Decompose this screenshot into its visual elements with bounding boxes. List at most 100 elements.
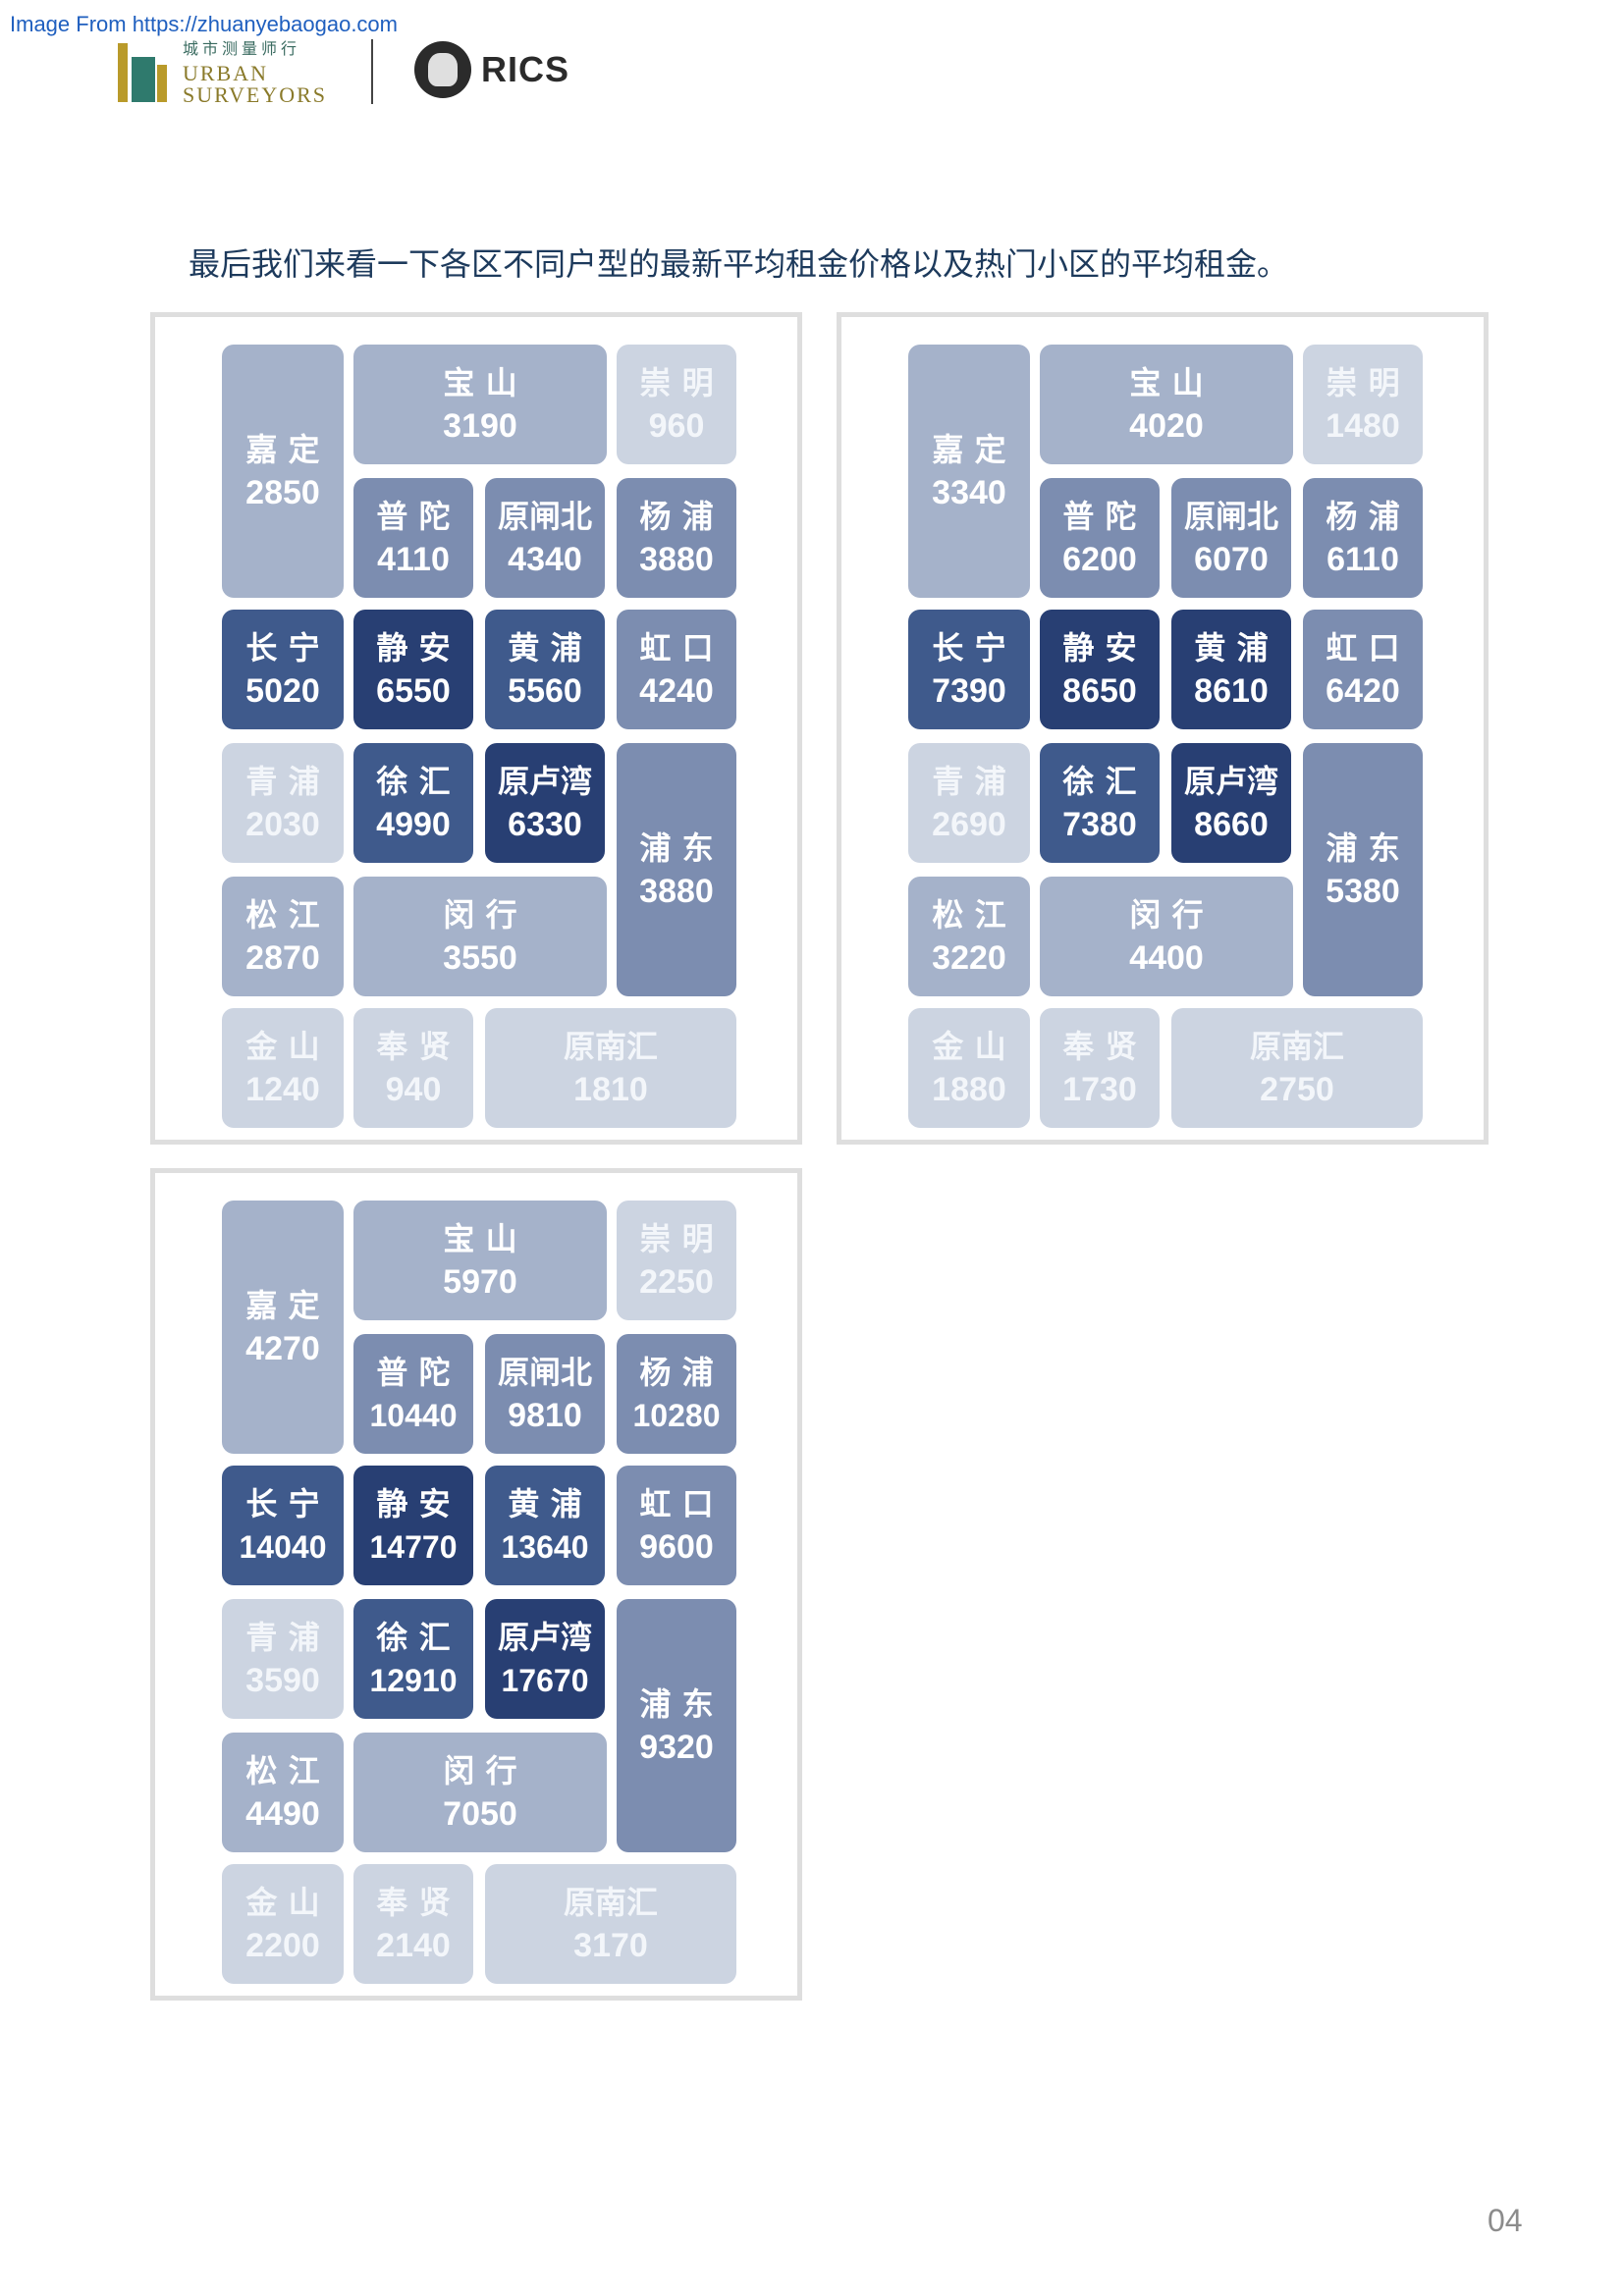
district-rent-value: 8650: [1062, 672, 1137, 710]
district-tile-chongming: 崇 明 2250: [617, 1201, 736, 1320]
district-tile-qingpu: 青 浦 3590: [222, 1599, 344, 1719]
district-name: 黄 浦: [508, 629, 582, 667]
logo-divider: [371, 39, 373, 104]
district-name: 虹 口: [1326, 629, 1400, 667]
district-name: 原闸北: [497, 1354, 592, 1391]
district-rent-value: 4990: [376, 806, 451, 843]
district-tile-xuhui: 徐 汇 4990: [353, 743, 473, 863]
district-tile-huangpu: 黄 浦 8610: [1171, 610, 1291, 729]
district-tile-minhang: 闵 行 4400: [1040, 877, 1293, 996]
district-name: 虹 口: [639, 629, 714, 667]
district-name: 徐 汇: [376, 763, 451, 800]
district-rent-value: 4490: [245, 1795, 320, 1833]
district-tile-chongming: 崇 明 1480: [1303, 345, 1423, 464]
district-tile-xuhui: 徐 汇 7380: [1040, 743, 1160, 863]
district-rent-value: 6070: [1194, 541, 1269, 578]
district-name: 嘉 定: [245, 1287, 320, 1324]
district-name: 普 陀: [376, 498, 451, 535]
district-name: 原卢湾: [497, 763, 592, 800]
district-name: 青 浦: [932, 763, 1006, 800]
district-tile-huangpu: 黄 浦 5560: [485, 610, 605, 729]
district-tile-jingan: 静 安 6550: [353, 610, 473, 729]
district-rent-value: 2250: [639, 1263, 714, 1301]
district-tile-chongming: 崇 明 960: [617, 345, 736, 464]
district-rent-value: 2750: [1260, 1071, 1334, 1108]
district-rent-value: 7050: [443, 1795, 517, 1833]
district-tile-jinshan: 金 山 2200: [222, 1864, 344, 1984]
district-tile-jinshan: 金 山 1240: [222, 1008, 344, 1128]
district-name: 浦 东: [639, 829, 714, 867]
district-name: 崇 明: [1326, 364, 1400, 401]
district-name: 长 宁: [932, 629, 1006, 667]
district-name: 崇 明: [639, 364, 714, 401]
district-name: 杨 浦: [639, 498, 714, 535]
district-name: 奉 贤: [376, 1884, 451, 1921]
district-tile-pudong: 浦 东 3880: [617, 743, 736, 996]
district-rent-value: 1240: [245, 1071, 320, 1108]
district-rent-value: 17670: [501, 1663, 589, 1698]
district-tile-jiading: 嘉 定 3340: [908, 345, 1030, 598]
district-rent-value: 940: [385, 1071, 442, 1108]
district-tile-huangpu: 黄 浦 13640: [485, 1466, 605, 1585]
district-tile-jiading: 嘉 定 4270: [222, 1201, 344, 1454]
district-tile-luwan: 原卢湾 17670: [485, 1599, 605, 1719]
district-rent-value: 10280: [632, 1398, 721, 1433]
district-rent-value: 3220: [932, 939, 1006, 977]
district-rent-value: 4110: [377, 541, 450, 578]
district-rent-value: 14770: [369, 1529, 458, 1565]
district-rent-value: 6200: [1062, 541, 1137, 578]
district-tile-changning: 长 宁 5020: [222, 610, 344, 729]
district-tile-fengxian: 奉 贤 1730: [1040, 1008, 1160, 1128]
district-rent-value: 5380: [1326, 873, 1400, 910]
district-name: 金 山: [245, 1028, 320, 1065]
district-tile-minhang: 闵 行 7050: [353, 1733, 607, 1852]
district-name: 杨 浦: [639, 1354, 714, 1391]
district-name: 松 江: [245, 896, 320, 934]
district-name: 杨 浦: [1326, 498, 1400, 535]
district-name: 青 浦: [245, 763, 320, 800]
district-name: 嘉 定: [245, 431, 320, 468]
district-rent-value: 3550: [443, 939, 517, 977]
district-rent-value: 6110: [1326, 541, 1399, 578]
district-tile-hongkou: 虹 口 9600: [617, 1466, 736, 1585]
district-name: 黄 浦: [508, 1485, 582, 1522]
urban-surveyors-logo: 城市测量师行 URBAN SURVEYORS: [183, 39, 328, 107]
district-name: 奉 贤: [1062, 1028, 1137, 1065]
district-rent-value: 960: [648, 407, 705, 445]
district-name: 长 宁: [245, 1485, 320, 1522]
district-rent-value: 3170: [573, 1927, 648, 1964]
district-name: 宝 山: [443, 1220, 517, 1257]
district-name: 闵 行: [443, 1752, 517, 1789]
urban-surveyors-logo-icon: [118, 43, 173, 102]
district-rent-value: 8610: [1194, 672, 1269, 710]
district-name: 虹 口: [639, 1485, 714, 1522]
district-rent-value: 5020: [245, 672, 320, 710]
district-tile-songjiang: 松 江 4490: [222, 1733, 344, 1852]
district-name: 闵 行: [1129, 896, 1204, 934]
district-name: 原南汇: [563, 1884, 658, 1921]
district-rent-value: 9320: [639, 1729, 714, 1766]
district-rent-value: 2200: [245, 1927, 320, 1964]
district-tile-jingan: 静 安 14770: [353, 1466, 473, 1585]
district-name: 金 山: [245, 1884, 320, 1921]
district-tile-minhang: 闵 行 3550: [353, 877, 607, 996]
district-name: 松 江: [245, 1752, 320, 1789]
intro-text: 最后我们来看一下各区不同户型的最新平均租金价格以及热门小区的平均租金。: [189, 245, 1289, 283]
district-name: 徐 汇: [1062, 763, 1137, 800]
district-tile-putuo: 普 陀 10440: [353, 1334, 473, 1454]
district-rent-value: 1880: [932, 1071, 1006, 1108]
district-rent-value: 7380: [1062, 806, 1137, 843]
district-tile-pudong: 浦 东 9320: [617, 1599, 736, 1852]
district-rent-value: 8660: [1194, 806, 1269, 843]
district-name: 原南汇: [563, 1028, 658, 1065]
source-link[interactable]: Image From https://zhuanyebaogao.com: [10, 12, 398, 36]
district-rent-value: 1480: [1326, 407, 1400, 445]
district-name: 闵 行: [443, 896, 517, 934]
district-rent-value: 12910: [369, 1663, 458, 1698]
district-name: 静 安: [376, 629, 451, 667]
district-tile-pudong: 浦 东 5380: [1303, 743, 1423, 996]
district-rent-value: 3880: [639, 873, 714, 910]
district-name: 奉 贤: [376, 1028, 451, 1065]
district-tile-hongkou: 虹 口 6420: [1303, 610, 1423, 729]
district-tile-jinshan: 金 山 1880: [908, 1008, 1030, 1128]
